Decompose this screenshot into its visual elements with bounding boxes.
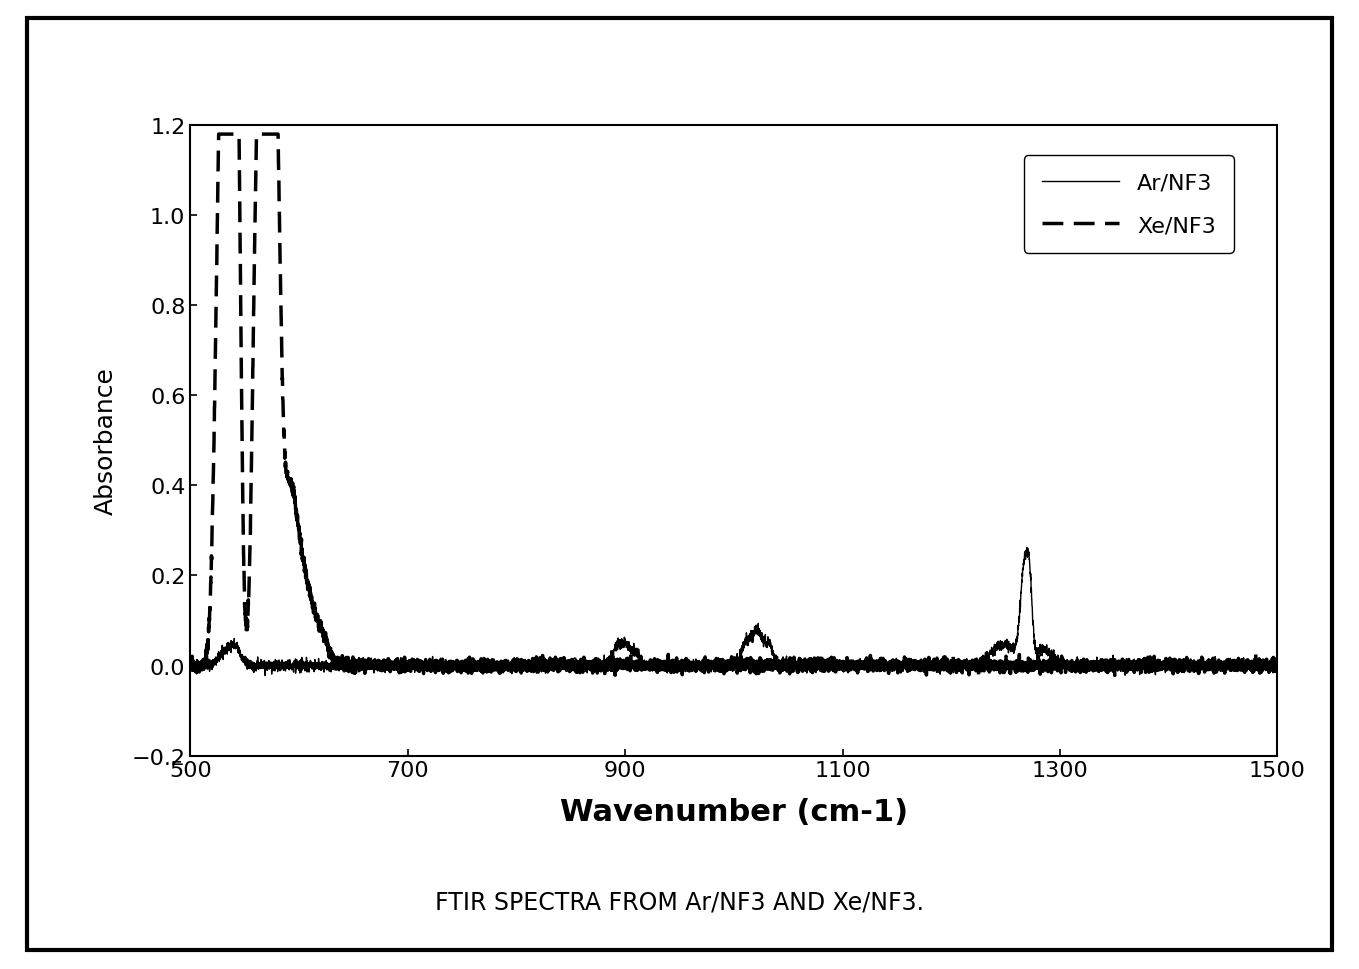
Ar/NF3 [872, 664, 889, 675]
Ar/NF3 [182, 659, 198, 671]
Ar/NF3 [257, 670, 273, 681]
Y-axis label: Absorbance: Absorbance [94, 367, 117, 515]
Ar/NF3 [1046, 655, 1063, 667]
Ar/NF3 [576, 657, 593, 669]
Ar/NF3 [988, 640, 1004, 651]
Xe/NF3 [211, 129, 227, 141]
Ar/NF3 [1019, 543, 1036, 554]
Line: Xe/NF3: Xe/NF3 [190, 135, 1277, 675]
Xe/NF3 [872, 653, 889, 665]
Ar/NF3 [1269, 662, 1286, 673]
Xe/NF3 [182, 654, 198, 666]
Text: FTIR SPECTRA FROM Ar/NF3 AND Xe/NF3.: FTIR SPECTRA FROM Ar/NF3 AND Xe/NF3. [435, 890, 924, 913]
Xe/NF3 [1046, 658, 1063, 670]
Xe/NF3 [825, 657, 841, 669]
Xe/NF3 [1269, 662, 1286, 673]
Xe/NF3 [236, 609, 253, 620]
Ar/NF3 [825, 666, 841, 677]
Xe/NF3 [970, 670, 987, 681]
Xe/NF3 [576, 658, 593, 670]
X-axis label: Wavenumber (cm-1): Wavenumber (cm-1) [560, 797, 908, 827]
Xe/NF3 [988, 661, 1004, 672]
Line: Ar/NF3: Ar/NF3 [190, 548, 1277, 675]
Legend: Ar/NF3, Xe/NF3: Ar/NF3, Xe/NF3 [1023, 156, 1234, 254]
Ar/NF3 [236, 654, 253, 666]
